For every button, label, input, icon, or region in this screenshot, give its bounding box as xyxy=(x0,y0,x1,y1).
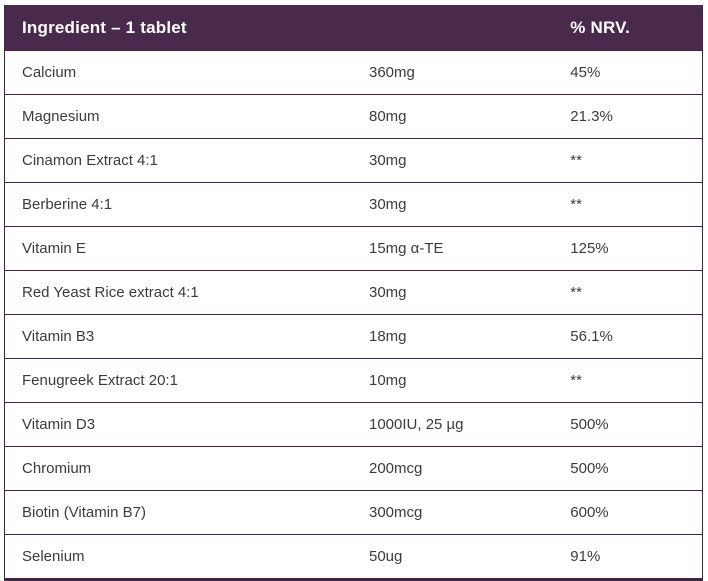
amount-cell: 50ug xyxy=(351,534,553,580)
ingredients-table: Ingredient – 1 tablet % NRV. Calcium 360… xyxy=(4,5,703,581)
ingredient-name-cell: Cinamon Extract 4:1 xyxy=(4,138,352,183)
ingredient-name-cell: Vitamin D3 xyxy=(4,402,352,447)
amount-cell: 80mg xyxy=(351,94,553,139)
ingredient-name-cell: Vitamin E xyxy=(4,226,352,271)
table-row: Calcium 360mg 45% xyxy=(4,50,703,95)
amount-cell: 18mg xyxy=(351,314,553,359)
amount-cell: 30mg xyxy=(351,138,553,183)
nrv-cell: 500% xyxy=(552,446,703,491)
table-row: Selenium 50ug 91% xyxy=(4,534,703,580)
nrv-cell: ** xyxy=(552,138,703,183)
header-amount-column xyxy=(351,5,553,51)
ingredient-name-cell: Fenugreek Extract 20:1 xyxy=(4,358,352,403)
table-row: Vitamin D3 1000IU, 25 µg 500% xyxy=(4,402,703,447)
table-row: Berberine 4:1 30mg ** xyxy=(4,182,703,227)
amount-cell: 10mg xyxy=(351,358,553,403)
nrv-cell: 500% xyxy=(552,402,703,447)
nrv-cell: 125% xyxy=(552,226,703,271)
nrv-cell: 600% xyxy=(552,490,703,535)
ingredient-name-cell: Calcium xyxy=(4,50,352,95)
ingredient-name-cell: Vitamin B3 xyxy=(4,314,352,359)
nrv-cell: ** xyxy=(552,270,703,315)
table-row: Chromium 200mcg 500% xyxy=(4,446,703,491)
header-row: Ingredient – 1 tablet % NRV. xyxy=(4,5,703,51)
table-row: Cinamon Extract 4:1 30mg ** xyxy=(4,138,703,183)
ingredient-name-cell: Biotin (Vitamin B7) xyxy=(4,490,352,535)
ingredient-name-cell: Berberine 4:1 xyxy=(4,182,352,227)
amount-cell: 360mg xyxy=(351,50,553,95)
amount-cell: 30mg xyxy=(351,270,553,315)
nrv-cell: ** xyxy=(552,182,703,227)
ingredient-name-cell: Selenium xyxy=(4,534,352,580)
amount-cell: 300mcg xyxy=(351,490,553,535)
header-nrv-column: % NRV. xyxy=(552,5,703,51)
nrv-cell: 56.1% xyxy=(552,314,703,359)
nrv-cell: ** xyxy=(552,358,703,403)
table-header: Ingredient – 1 tablet % NRV. xyxy=(4,5,703,51)
header-ingredient-column: Ingredient – 1 tablet xyxy=(4,5,352,51)
nrv-cell: 21.3% xyxy=(552,94,703,139)
ingredient-name-cell: Red Yeast Rice extract 4:1 xyxy=(4,270,352,315)
amount-cell: 15mg α-TE xyxy=(351,226,553,271)
ingredient-name-cell: Magnesium xyxy=(4,94,352,139)
table-row: Vitamin B3 18mg 56.1% xyxy=(4,314,703,359)
table-row: Magnesium 80mg 21.3% xyxy=(4,94,703,139)
table-row: Fenugreek Extract 20:1 10mg ** xyxy=(4,358,703,403)
nrv-cell: 91% xyxy=(552,534,703,580)
amount-cell: 200mcg xyxy=(351,446,553,491)
amount-cell: 1000IU, 25 µg xyxy=(351,402,553,447)
table-row: Vitamin E 15mg α-TE 125% xyxy=(4,226,703,271)
table-row: Biotin (Vitamin B7) 300mcg 600% xyxy=(4,490,703,535)
table-row: Red Yeast Rice extract 4:1 30mg ** xyxy=(4,270,703,315)
ingredient-name-cell: Chromium xyxy=(4,446,352,491)
amount-cell: 30mg xyxy=(351,182,553,227)
table-body: Calcium 360mg 45% Magnesium 80mg 21.3% C… xyxy=(4,50,703,580)
nrv-cell: 45% xyxy=(552,50,703,95)
